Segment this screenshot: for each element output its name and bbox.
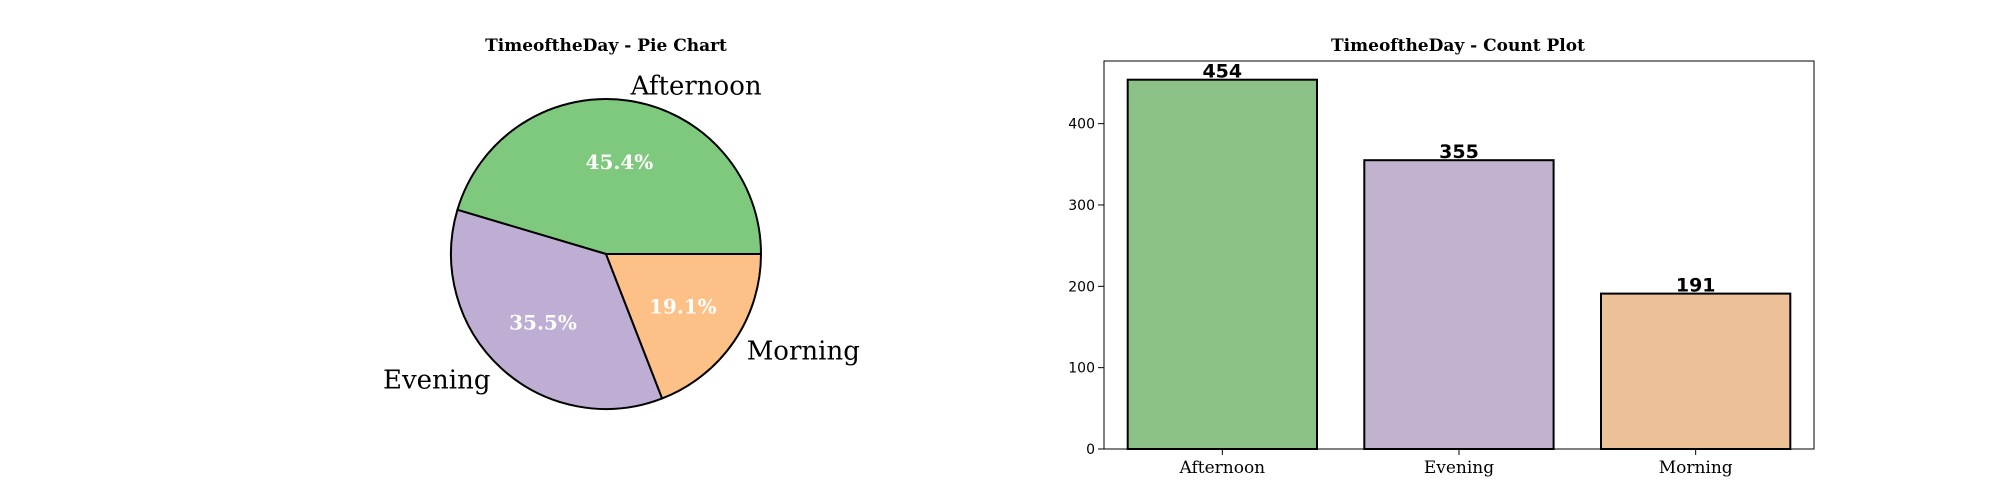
x-tick-label-morning: Morning [1659,458,1733,478]
pie-slice-evening [450,208,664,410]
pie-category-label-evening: Evening [383,365,491,395]
y-tick-label-300: 300 [1068,198,1095,214]
bar-value-label-evening: 355 [1439,141,1479,163]
bar-chart-axes: 0 100 200 300 400 Afternoon Evening Morning [1068,117,1733,478]
bar-morning [1600,292,1792,450]
bar-chart-panel: TimeoftheDay - Count Plot 0 100 200 300 400 A… [1068,36,1815,478]
pie-chart-title: TimeoftheDay - Pie Chart [485,36,727,56]
plot-frame [1103,60,1815,450]
x-tick-label-afternoon: Afternoon [1178,458,1265,478]
pie-slice-afternoon [456,98,762,255]
pie-category-label-afternoon: Afternoon [630,71,762,101]
pie-category-label-morning: Morning [747,336,860,366]
bar-evening [1363,159,1555,450]
y-tick-label-200: 200 [1068,279,1095,295]
y-tick-label-0: 0 [1086,442,1095,458]
bar-value-label-morning: 191 [1676,275,1716,297]
pie-percent-label-evening: 35.5% [509,310,577,334]
x-tick-label-evening: Evening [1424,458,1494,478]
y-tick-label-400: 400 [1068,117,1095,133]
pie-percent-label-afternoon: 45.4% [586,150,654,174]
pie-labels: 45.4% Afternoon 35.5% Evening 19.1% Morning [383,71,860,395]
bar-afternoon [1126,78,1318,450]
bar-chart-bars: 454 355 191 [1126,61,1792,450]
pie-slices [450,98,762,410]
pie-percent-label-morning: 19.1% [649,295,717,319]
pie-chart-panel: TimeoftheDay - Pie Chart 45.4% Afternoon 3… [383,36,860,410]
bar-value-label-afternoon: 454 [1202,61,1242,83]
y-tick-label-100: 100 [1068,361,1095,377]
bar-chart-title: TimeoftheDay - Count Plot [1331,36,1585,56]
pie-slice-morning [605,253,762,400]
